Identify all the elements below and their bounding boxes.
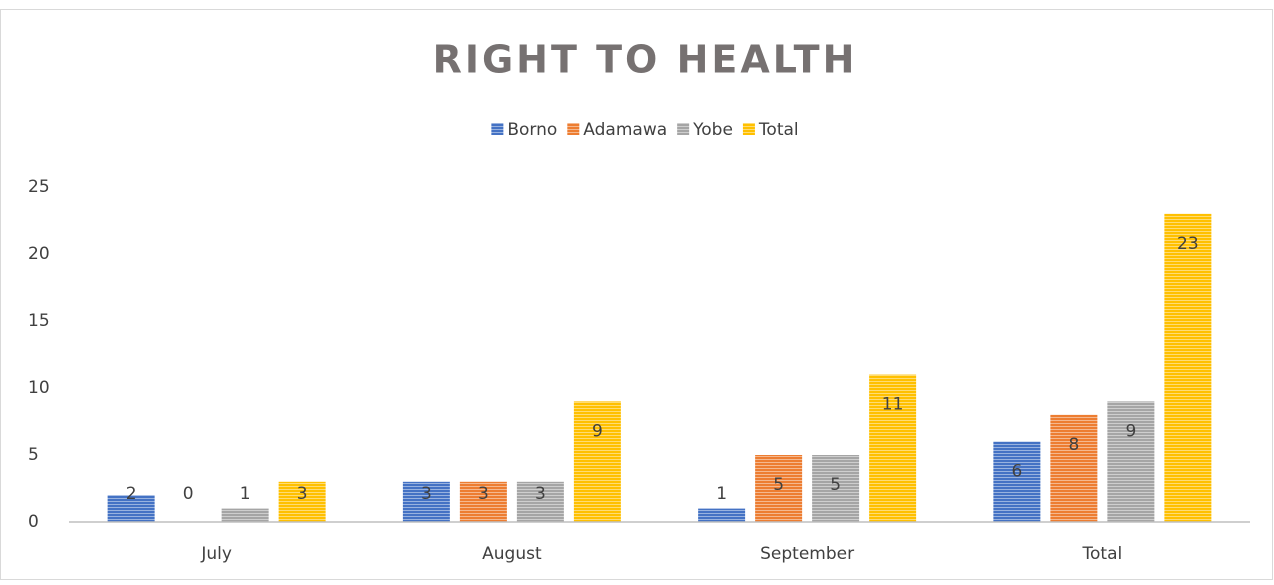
bar [1107,401,1155,522]
bar [869,374,917,522]
legend-swatch [677,123,690,135]
bar [459,481,507,522]
bar [573,401,621,522]
bar [993,441,1041,522]
bar [755,455,803,522]
x-tick-label: Total [1082,544,1123,564]
chart-title: RIGHT TO HEALTH [433,38,858,82]
data-label: 23 [1177,234,1199,254]
x-tick-label: September [760,544,854,564]
data-label: 5 [830,475,841,495]
data-label: 3 [297,484,308,504]
x-tick-label: July [200,544,232,564]
y-tick-label: 25 [28,177,50,197]
legend-swatch [742,123,755,135]
legend-label: Yobe [692,120,733,140]
legend: Borno Adamawa Yobe Total [491,120,799,140]
bar [402,481,450,522]
data-label: 3 [535,484,546,504]
bar [221,508,269,522]
data-label: 6 [1011,462,1022,482]
y-tick-label: 10 [28,378,50,398]
legend-label: Adamawa [583,120,667,140]
data-label: 0 [183,484,194,504]
data-label: 11 [882,395,904,415]
data-label: 3 [478,484,489,504]
data-label: 9 [1125,421,1136,441]
bar [1050,414,1098,522]
y-tick-label: 0 [28,512,39,532]
bar [698,508,746,522]
data-label: 5 [773,475,784,495]
bar [107,495,155,522]
data-label: 8 [1068,435,1079,455]
y-tick-label: 5 [28,445,39,465]
y-tick-label: 15 [28,311,50,331]
bar [1164,213,1212,523]
data-label: 9 [592,421,603,441]
data-label: 1 [240,484,251,504]
legend-label: Total [758,120,799,140]
y-tick-label: 20 [28,244,50,264]
bar [278,481,326,522]
data-label: 1 [716,484,727,504]
bar [516,481,564,522]
legend-swatch [491,123,504,135]
legend-swatch [567,123,580,135]
x-tick-label: August [482,544,542,564]
legend-label: Borno [507,120,557,140]
bar [812,455,860,522]
data-label: 3 [421,484,432,504]
data-label: 2 [126,484,137,504]
